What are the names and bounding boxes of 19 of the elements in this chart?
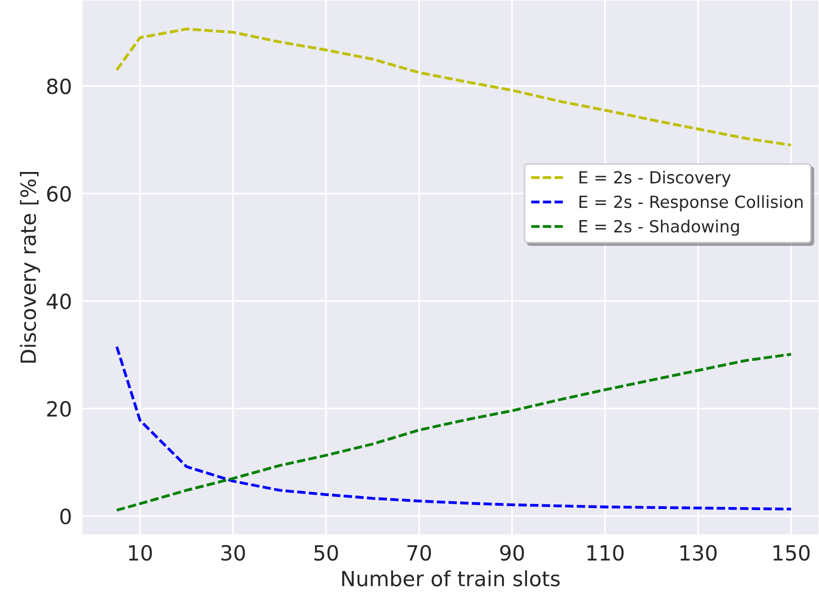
x-tick-label: 130 <box>680 544 717 561</box>
x-tick-label: 110 <box>587 544 624 561</box>
x-tick-label: 10 <box>129 544 152 561</box>
legend-label: E = 2s - Shadowing <box>580 220 739 236</box>
x-tick-label: 70 <box>408 544 431 561</box>
legend-label: E = 2s - Response Collision <box>580 195 803 212</box>
legend-label: E = 2s - Discovery <box>580 170 731 187</box>
x-tick-label: 90 <box>500 544 524 561</box>
y-tick-label: 20 <box>47 401 71 417</box>
x-tick-label: 150 <box>774 544 810 561</box>
x-axis-title: Number of train slots <box>342 570 560 586</box>
y-tick-label: 80 <box>47 78 71 94</box>
y-tick-label: 40 <box>46 293 71 310</box>
y-axis-title: Discovery rate [%] <box>20 172 40 363</box>
x-tick-label: 30 <box>221 544 245 561</box>
x-tick-label: 50 <box>314 544 338 561</box>
line-series <box>115 28 792 147</box>
y-tick-label: 60 <box>47 186 71 202</box>
y-tick-label: 0 <box>60 508 71 524</box>
